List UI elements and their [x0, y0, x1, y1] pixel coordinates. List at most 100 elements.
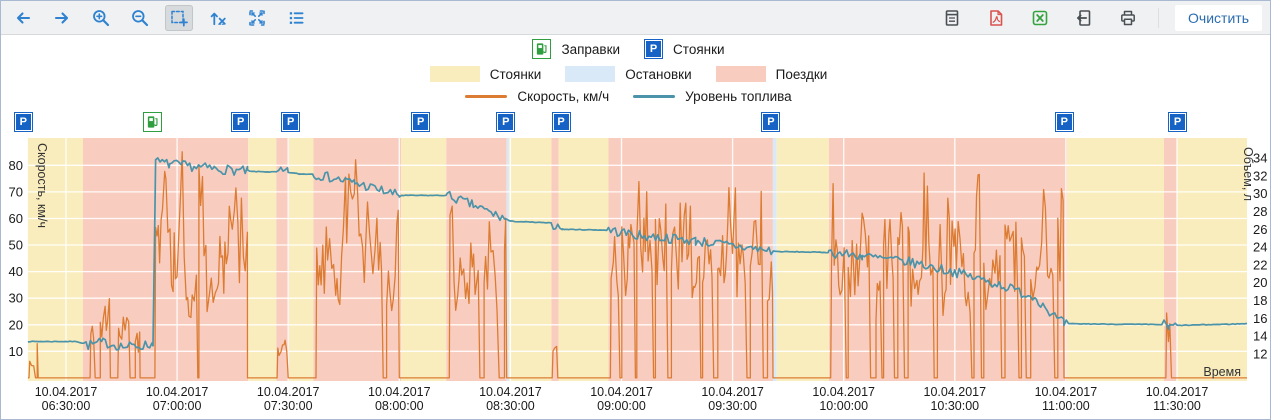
report-button[interactable] — [938, 5, 966, 31]
svg-text:10:00:00: 10:00:00 — [819, 399, 868, 413]
speed-line-sample — [465, 95, 508, 98]
legend-label-parkings: Стоянки — [673, 41, 725, 57]
svg-text:34: 34 — [1253, 151, 1267, 166]
trip-band-swatch — [715, 66, 766, 82]
svg-text:10.04.2017: 10.04.2017 — [1035, 385, 1098, 399]
svg-text:18: 18 — [1253, 293, 1267, 308]
stop-band-swatch — [565, 66, 616, 82]
export-excel-button[interactable] — [1026, 5, 1054, 31]
svg-text:20: 20 — [9, 317, 23, 332]
reset-x-axis-icon — [210, 12, 226, 25]
svg-text:11:30:00: 11:30:00 — [1153, 399, 1201, 413]
svg-text:10:30:00: 10:30:00 — [930, 399, 979, 413]
svg-text:10.04.2017: 10.04.2017 — [590, 385, 653, 399]
forward-arrow-icon — [54, 11, 69, 24]
legend-row-lines: Скорость, км/ч Уровень топлива — [465, 89, 805, 104]
svg-text:10.04.2017: 10.04.2017 — [257, 385, 320, 399]
svg-text:60: 60 — [9, 211, 23, 226]
fuel-line — [27, 157, 1248, 351]
parking-marker-icon[interactable]: P — [1054, 112, 1074, 132]
print-button[interactable] — [1114, 5, 1142, 31]
parking-marker-icon[interactable]: P — [13, 112, 33, 132]
parking-marker-icon[interactable]: P — [231, 112, 251, 132]
clear-button[interactable]: Очистить — [1175, 4, 1262, 31]
parking-marker-icon[interactable]: P — [496, 112, 516, 132]
y-right-axis-title: Объем, л — [1241, 147, 1255, 201]
svg-text:40: 40 — [9, 264, 23, 279]
zoom-in-icon — [93, 9, 110, 26]
parking-marker-icon[interactable]: P — [1168, 112, 1188, 132]
chart-area: Заправки P Стоянки Стоянки Остановки Пое… — [1, 35, 1270, 419]
x-axis-labels: 10.04.201706:30:0010.04.201707:00:0010.0… — [35, 385, 1209, 413]
legend-label-parking-band: Стоянки — [489, 66, 542, 82]
svg-text:10.04.2017: 10.04.2017 — [146, 385, 209, 399]
fuel-station-icon — [532, 39, 552, 59]
x-axis-title: Время — [1203, 365, 1241, 379]
legend-row-markers: Заправки P Стоянки — [532, 39, 738, 59]
svg-text:10.04.2017: 10.04.2017 — [479, 385, 542, 399]
svg-text:30: 30 — [1253, 186, 1267, 201]
fuel-marker-icon[interactable] — [143, 112, 163, 132]
fit-screen-button[interactable] — [243, 5, 271, 31]
legend-label-speed: Скорость, км/ч — [517, 89, 610, 104]
parking-marker-icon[interactable]: P — [281, 112, 301, 132]
chart-canvas[interactable]: 10.04.201706:30:0010.04.201707:00:0010.0… — [1, 35, 1270, 419]
svg-text:09:30:00: 09:30:00 — [708, 399, 757, 413]
zoom-out-icon — [132, 9, 149, 26]
legend-label-stop-band: Остановки — [625, 66, 692, 82]
toolbar-left-group — [9, 4, 310, 31]
svg-text:07:00:00: 07:00:00 — [153, 399, 202, 413]
svg-text:07:30:00: 07:30:00 — [264, 399, 313, 413]
parking-icon: P — [644, 39, 664, 59]
svg-text:10.04.2017: 10.04.2017 — [701, 385, 764, 399]
svg-text:10.04.2017: 10.04.2017 — [35, 385, 98, 399]
svg-text:11:00:00: 11:00:00 — [1042, 399, 1090, 413]
svg-text:32: 32 — [1253, 168, 1267, 183]
svg-text:24: 24 — [1253, 240, 1267, 255]
parking-marker-icon[interactable]: P — [761, 112, 781, 132]
chart-bands — [27, 138, 1247, 381]
legend-label-fuel: Уровень топлива — [685, 89, 792, 104]
toolbar-separator — [1158, 7, 1160, 28]
legend-label-trip-band: Поездки — [775, 66, 828, 82]
toolbar: Очистить — [1, 1, 1270, 35]
zoom-box-select-icon — [171, 10, 188, 26]
svg-text:10.04.2017: 10.04.2017 — [1146, 385, 1209, 399]
legend-row-bands: Стоянки Остановки Поездки — [429, 66, 842, 82]
svg-text:09:00:00: 09:00:00 — [597, 399, 646, 413]
svg-text:10.04.2017: 10.04.2017 — [812, 385, 875, 399]
chart-legend: Заправки P Стоянки Стоянки Остановки Пое… — [1, 39, 1270, 104]
report-icon — [945, 9, 959, 26]
zoom-box-select-button[interactable] — [165, 4, 193, 31]
svg-text:14: 14 — [1253, 329, 1267, 344]
svg-text:10.04.2017: 10.04.2017 — [924, 385, 987, 399]
legend-label-fuelings: Заправки — [561, 41, 621, 57]
print-icon — [1121, 10, 1135, 25]
export-pdf-button[interactable] — [982, 5, 1010, 31]
svg-text:80: 80 — [9, 158, 23, 173]
back-button[interactable] — [9, 5, 37, 31]
svg-text:08:30:00: 08:30:00 — [486, 399, 535, 413]
svg-text:16: 16 — [1253, 311, 1267, 326]
forward-button[interactable] — [48, 5, 76, 31]
legend-list-button[interactable] — [282, 5, 310, 31]
svg-text:26: 26 — [1253, 222, 1267, 237]
speed-line — [27, 151, 1247, 379]
export-file-icon — [1077, 9, 1091, 26]
parking-marker-icon[interactable]: P — [411, 112, 431, 132]
pdf-icon — [990, 9, 1003, 26]
y-left-axis-labels: 10 20 30 40 50 60 70 80 — [9, 158, 23, 359]
svg-text:10: 10 — [9, 344, 23, 359]
y-right-axis-labels: 12 14 16 18 20 22 24 26 28 30 32 34 — [1253, 151, 1267, 362]
reset-x-axis-button[interactable] — [204, 5, 232, 31]
svg-text:12: 12 — [1253, 347, 1267, 362]
legend-list-icon — [289, 11, 304, 24]
svg-text:10.04.2017: 10.04.2017 — [368, 385, 431, 399]
export-file-button[interactable] — [1070, 5, 1098, 31]
parking-marker-icon[interactable]: P — [551, 112, 571, 132]
zoom-in-button[interactable] — [87, 5, 115, 31]
svg-text:20: 20 — [1253, 275, 1267, 290]
svg-text:28: 28 — [1253, 204, 1267, 219]
zoom-out-button[interactable] — [126, 5, 154, 31]
